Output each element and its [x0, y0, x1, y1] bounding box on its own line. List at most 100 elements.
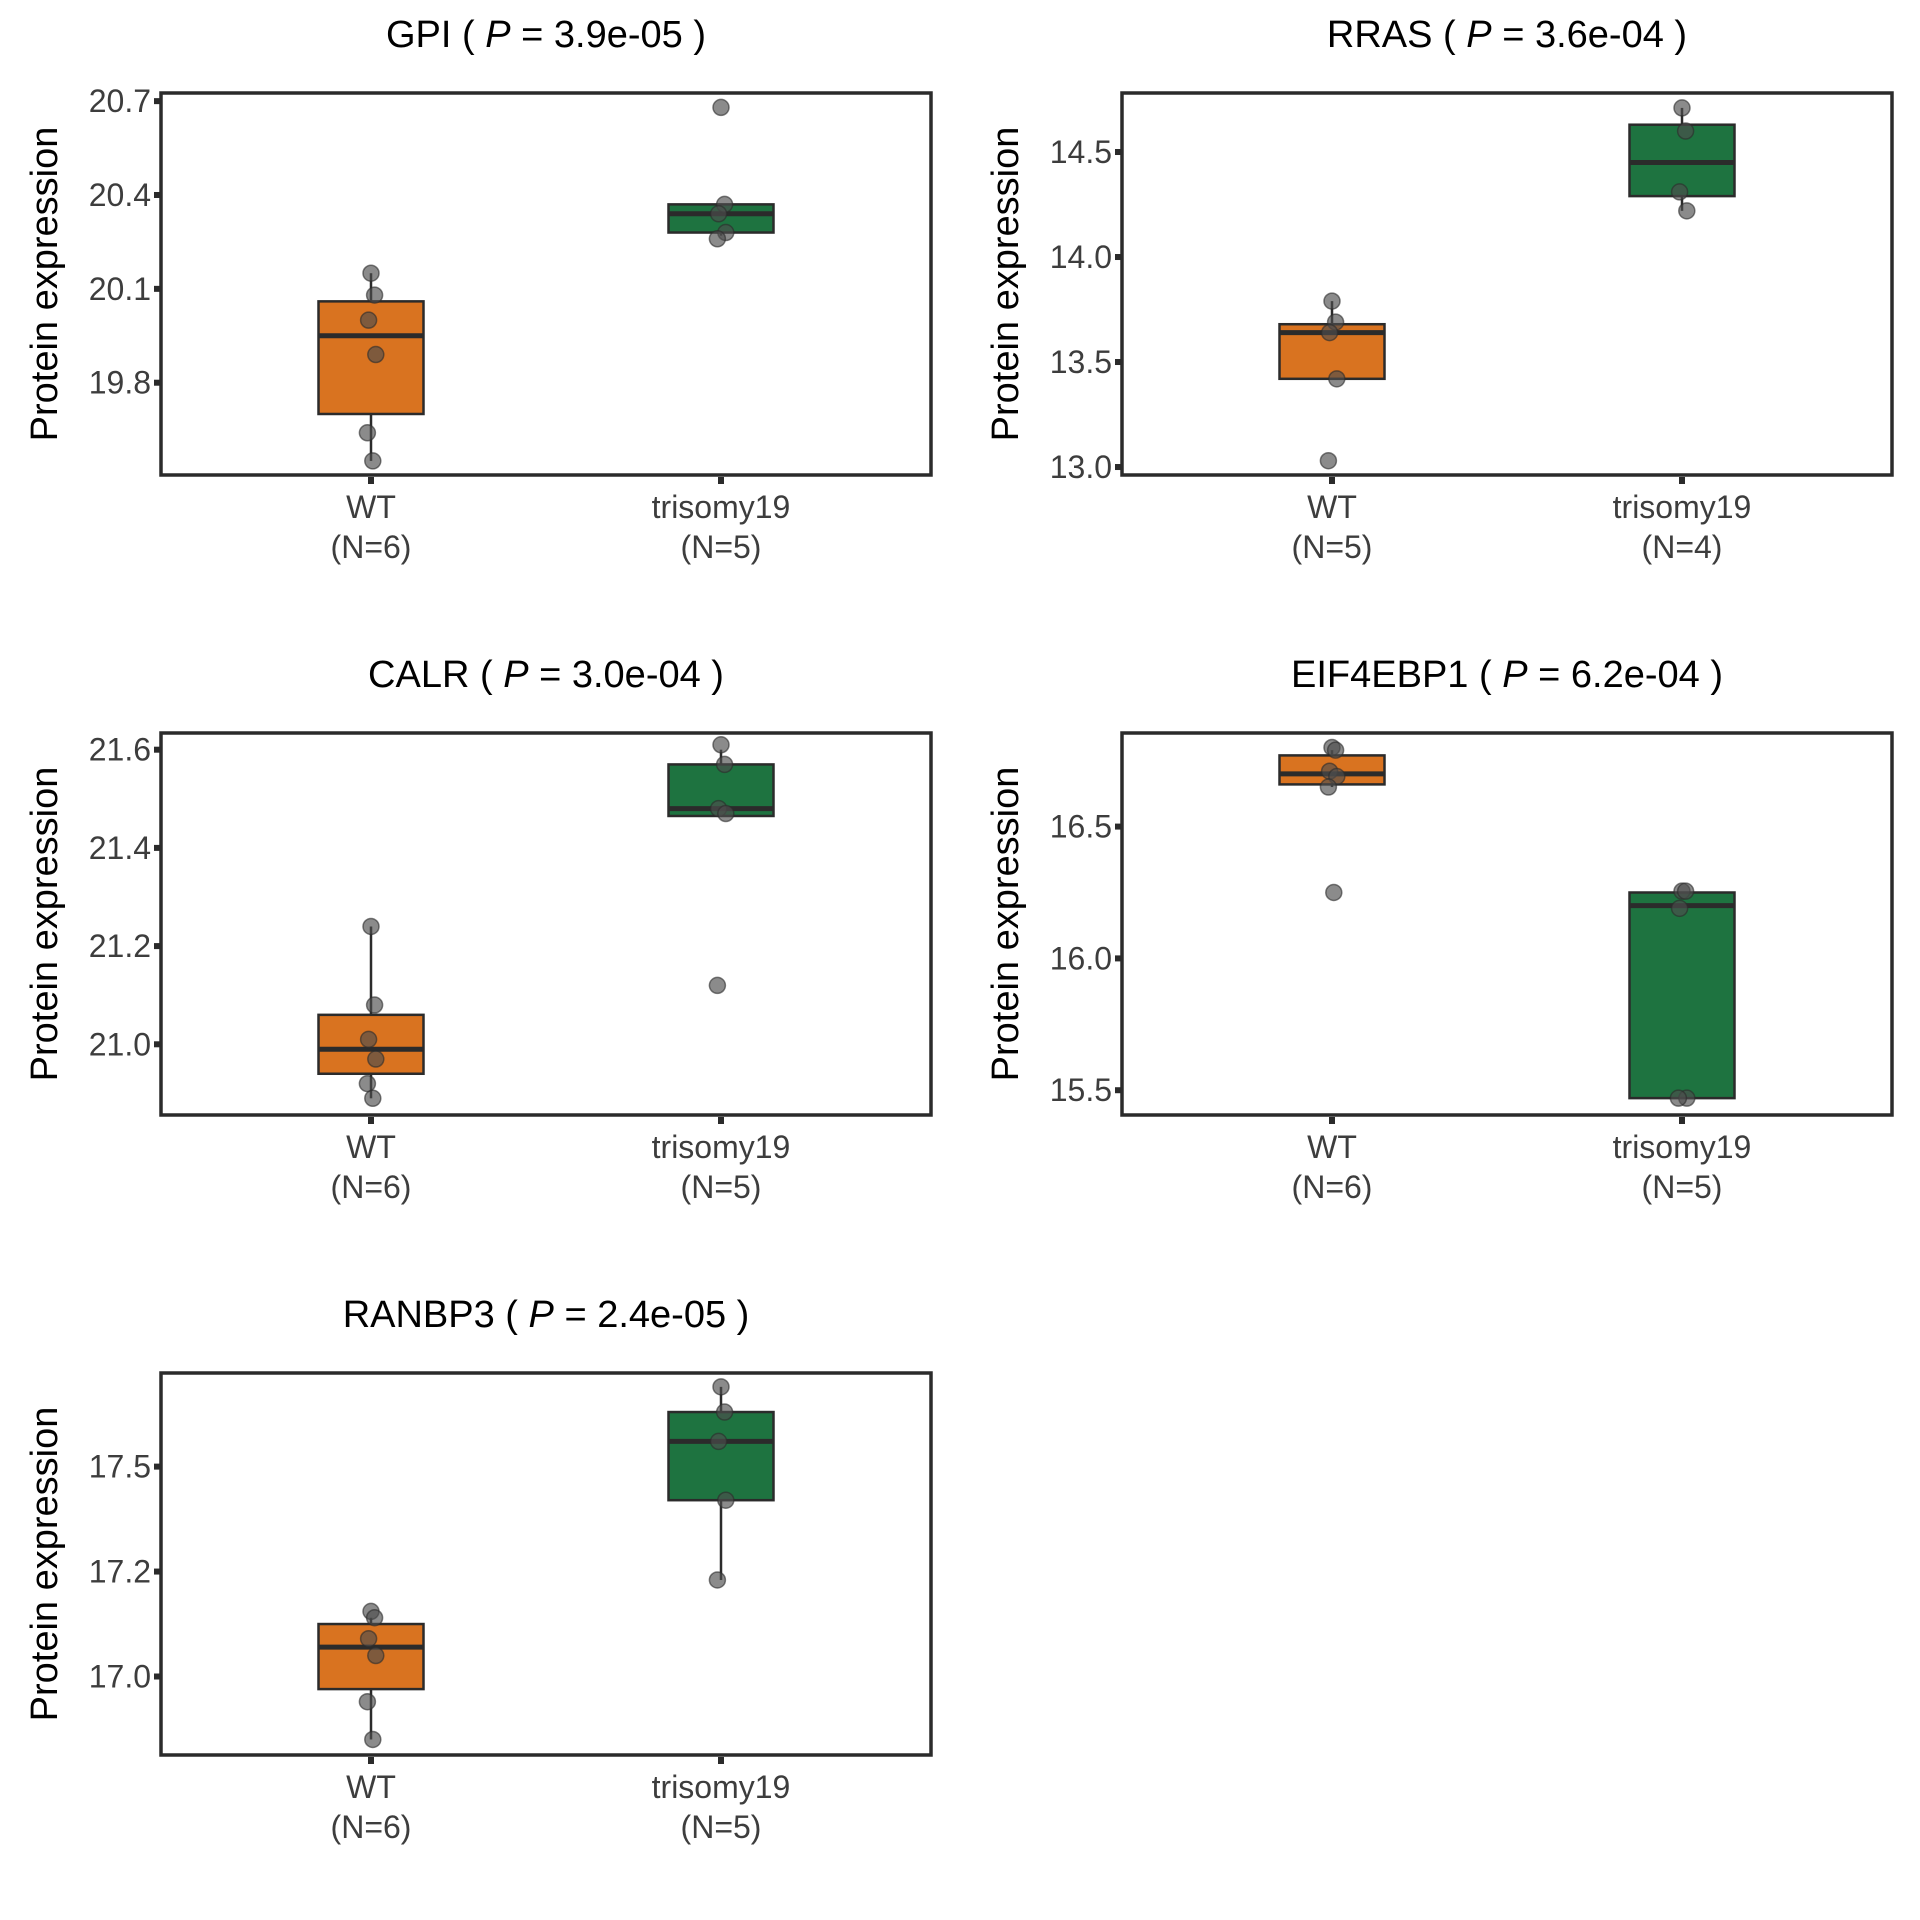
- x-tick-mark: [718, 477, 724, 484]
- y-axis-label: Protein expression: [985, 767, 1027, 1082]
- y-tick-label: 17.2: [89, 1554, 151, 1590]
- x-tick-label: WT: [1307, 1129, 1357, 1165]
- data-point: [1678, 202, 1696, 220]
- y-tick-label: 19.8: [89, 365, 151, 401]
- panel-eif4ebp1: EIF4EBP1 ( P = 6.2e-04 ) Protein expressi…: [985, 654, 1894, 1205]
- x-tick-n-label: (N=5): [1292, 529, 1373, 565]
- y-tick-label: 17.5: [89, 1449, 151, 1485]
- p-value: 3.0e-04: [572, 654, 701, 696]
- box: [1628, 891, 1736, 1100]
- x-tick-mark: [1679, 477, 1685, 484]
- data-point: [1320, 323, 1339, 342]
- x-tick-mark: [1329, 477, 1335, 484]
- y-tick-mark: [154, 943, 160, 950]
- y-tick-label: 17.0: [89, 1659, 151, 1695]
- data-point: [364, 452, 382, 470]
- p-label: P: [529, 1294, 555, 1336]
- title-open-paren: (: [1468, 654, 1502, 696]
- y-tick-mark: [1115, 955, 1121, 962]
- panel-gpi: GPI ( P = 3.9e-05 ) Protein expression 19.…: [24, 14, 933, 565]
- x-tick-n-label: (N=6): [1292, 1169, 1373, 1205]
- data-point: [708, 1571, 727, 1589]
- data-point: [367, 1050, 385, 1068]
- x-tick-label: trisomy19: [652, 489, 791, 525]
- y-tick-mark: [154, 98, 160, 105]
- panel-title: CALR ( P = 3.0e-04 ): [368, 654, 724, 696]
- data-point: [362, 264, 380, 282]
- y-tick-label: 15.5: [1050, 1072, 1112, 1108]
- x-tick-label: trisomy19: [652, 1129, 791, 1165]
- data-point: [365, 286, 384, 304]
- data-point: [358, 1692, 377, 1711]
- group-wt: [1278, 738, 1386, 902]
- gene-name: RRAS: [1327, 14, 1433, 56]
- y-tick-label: 21.0: [89, 1026, 151, 1062]
- x-tick-n-label: (N=4): [1642, 529, 1723, 565]
- y-tick-mark: [154, 191, 160, 198]
- x-tick-mark: [718, 1117, 724, 1124]
- x-tick-mark: [368, 1117, 374, 1124]
- y-tick-label: 13.0: [1050, 449, 1112, 485]
- group-wt: [317, 1602, 425, 1749]
- y-tick-label: 16.0: [1050, 940, 1112, 976]
- panel-title: RANBP3 ( P = 2.4e-05 ): [343, 1294, 750, 1336]
- x-tick-n-label: (N=6): [331, 1169, 412, 1205]
- p-label: P: [503, 654, 529, 696]
- title-open-paren: (: [1433, 14, 1467, 56]
- y-tick-mark: [154, 1673, 160, 1680]
- data-point: [717, 1491, 735, 1509]
- x-tick-label: WT: [1307, 489, 1357, 525]
- y-tick-label: 21.6: [89, 732, 151, 768]
- group-trisomy19: [1628, 882, 1736, 1107]
- data-point: [1323, 292, 1341, 310]
- y-tick-mark: [154, 1041, 160, 1048]
- y-axis-label: Protein expression: [24, 767, 66, 1082]
- p-value: 6.2e-04: [1571, 654, 1700, 696]
- data-point: [1669, 1089, 1688, 1107]
- y-tick-mark: [154, 1568, 160, 1575]
- x-tick-n-label: (N=5): [681, 529, 762, 565]
- data-point: [362, 917, 380, 936]
- data-point: [712, 736, 730, 754]
- data-point: [358, 1074, 377, 1093]
- y-tick-label: 14.5: [1050, 134, 1112, 170]
- data-point: [1319, 778, 1338, 796]
- data-point: [715, 755, 734, 774]
- y-tick-label: 21.4: [89, 830, 151, 866]
- data-point: [365, 996, 384, 1014]
- y-tick-mark: [1115, 149, 1121, 156]
- y-tick-mark: [154, 1463, 160, 1470]
- p-label: P: [1502, 654, 1528, 696]
- data-point: [709, 205, 728, 223]
- y-tick-label: 20.4: [89, 177, 151, 213]
- x-tick-n-label: (N=6): [331, 529, 412, 565]
- data-point: [1673, 99, 1691, 117]
- p-value: 2.4e-05: [597, 1294, 726, 1336]
- y-tick-mark: [1115, 823, 1121, 830]
- x-tick-label: WT: [346, 489, 396, 525]
- data-point: [712, 98, 730, 117]
- title-close-paren: ): [1700, 654, 1723, 696]
- panel-title: RRAS ( P = 3.6e-04 ): [1327, 14, 1687, 56]
- data-point: [1326, 741, 1345, 759]
- title-equals: =: [1528, 654, 1571, 696]
- box: [667, 1410, 775, 1502]
- data-point: [359, 1629, 378, 1648]
- data-point: [367, 1646, 385, 1665]
- group-trisomy19: [667, 98, 775, 248]
- y-tick-label: 21.2: [89, 928, 151, 964]
- y-tick-mark: [1115, 254, 1121, 261]
- panel-rras: RRAS ( P = 3.6e-04 ) Protein expression 13…: [985, 14, 1894, 565]
- y-axis-label: Protein expression: [24, 127, 66, 442]
- y-axis-label: Protein expression: [985, 127, 1027, 442]
- y-tick-label: 13.5: [1050, 344, 1112, 380]
- gene-name: EIF4EBP1: [1291, 654, 1468, 696]
- data-point: [1328, 370, 1346, 388]
- y-tick-mark: [154, 379, 160, 386]
- data-point: [359, 1030, 378, 1049]
- title-close-paren: ): [726, 1294, 749, 1336]
- data-point: [358, 424, 377, 442]
- y-tick-label: 14.0: [1050, 239, 1112, 275]
- y-tick-label: 20.7: [89, 83, 151, 119]
- y-tick-mark: [1115, 359, 1121, 366]
